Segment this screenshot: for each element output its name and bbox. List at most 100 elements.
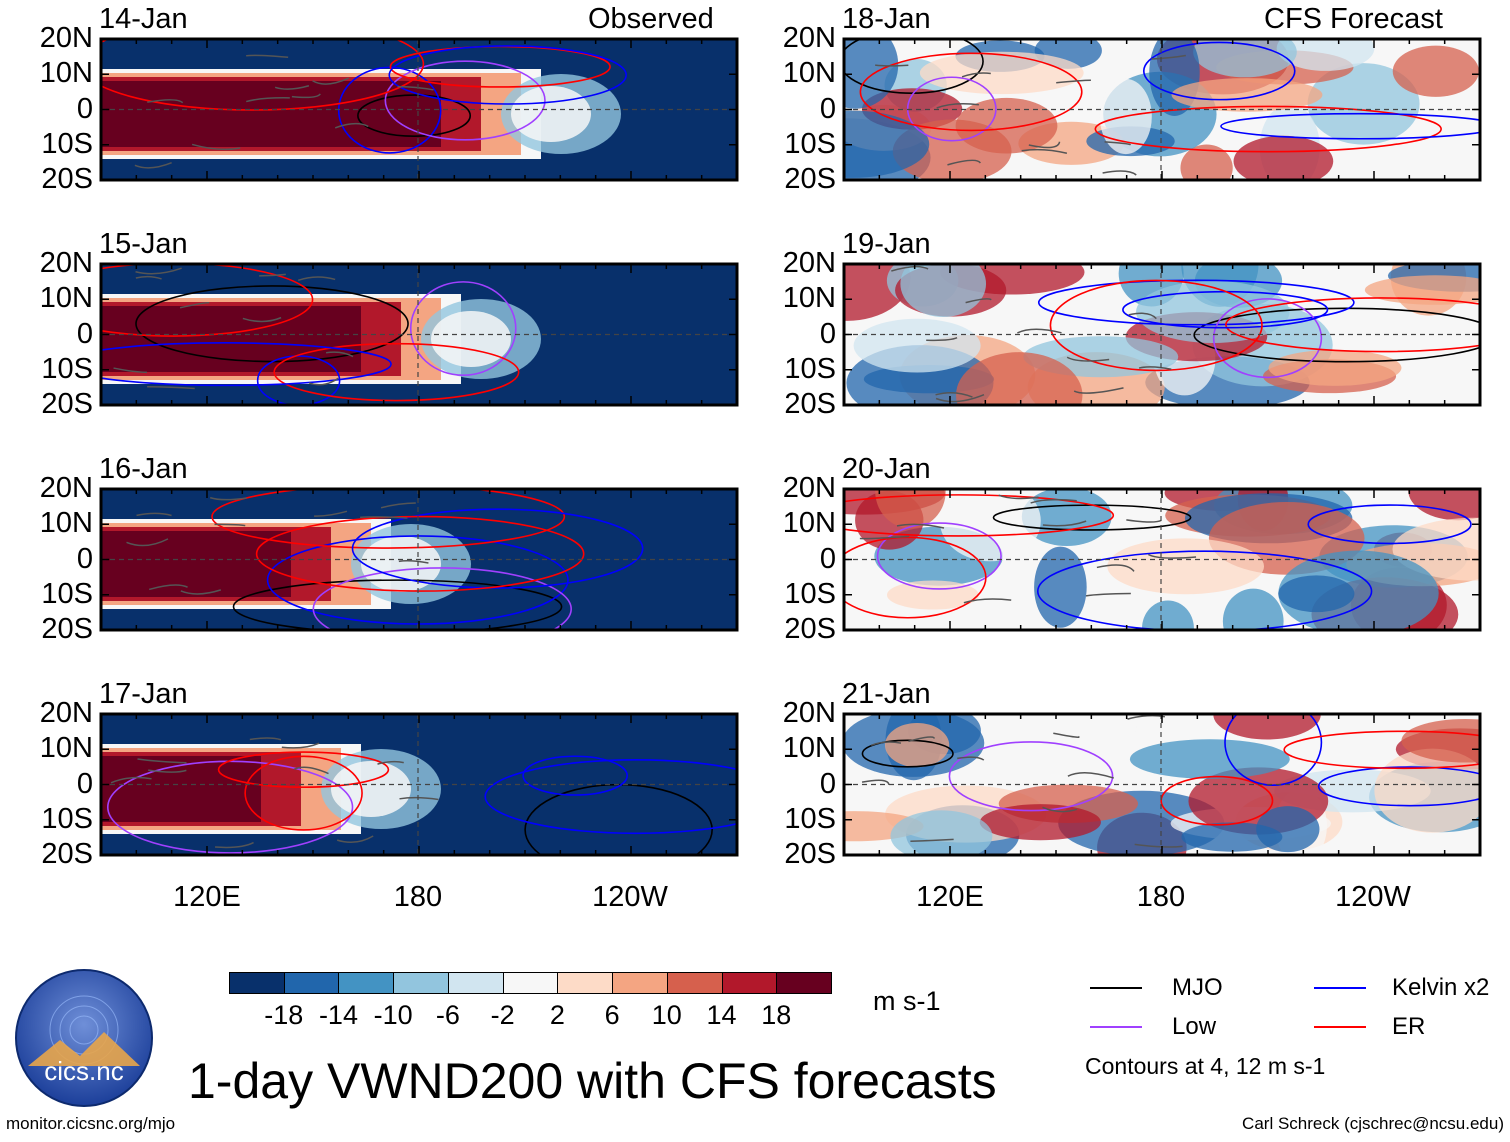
colorbar-label: -6 bbox=[435, 1000, 460, 1030]
legend-label-kelvin: Kelvin x2 bbox=[1392, 974, 1490, 1001]
lat-tick-10N: 10N bbox=[39, 57, 93, 90]
lat-tick-20S: 20S bbox=[784, 163, 836, 195]
cicsnc-logo: cics.nc bbox=[15, 969, 153, 1107]
map-panel-14-Jan bbox=[99, 37, 739, 182]
lat-tick-10S: 10S bbox=[784, 802, 836, 835]
lat-tick-20N: 20N bbox=[782, 472, 836, 504]
panel-date-15-Jan: 15-Jan bbox=[99, 228, 188, 260]
logo-text: cics.nc bbox=[44, 1056, 123, 1086]
panel-date-21-Jan: 21-Jan bbox=[842, 678, 931, 710]
lat-tick-0: 0 bbox=[76, 317, 93, 350]
colorbar-label: -18 bbox=[264, 1000, 304, 1030]
lon-tick-120W: 120W bbox=[592, 881, 668, 913]
legend-line-er bbox=[1314, 1026, 1366, 1028]
lat-tick-10S: 10S bbox=[784, 352, 836, 385]
lon-tick-120E: 120E bbox=[173, 881, 241, 913]
colorbar-label: 14 bbox=[706, 1000, 737, 1030]
lat-tick-20S: 20S bbox=[784, 838, 836, 870]
colorbar-label: -10 bbox=[373, 1000, 413, 1030]
map-panels bbox=[99, 37, 1482, 857]
lat-tick-20N: 20N bbox=[782, 697, 836, 729]
lat-tick-0: 0 bbox=[76, 92, 93, 125]
colorbar-swatch bbox=[502, 972, 559, 994]
panel-date-17-Jan: 17-Jan bbox=[99, 678, 188, 710]
colorbar-swatch bbox=[776, 972, 832, 994]
legend-line-kelvin bbox=[1314, 987, 1366, 989]
colorbar-swatch bbox=[229, 972, 285, 994]
lon-tick-120E: 120E bbox=[916, 881, 984, 913]
colorbar-swatch bbox=[557, 972, 614, 994]
panel-date-20-Jan: 20-Jan bbox=[842, 453, 931, 485]
lat-tick-0: 0 bbox=[819, 317, 836, 350]
lat-tick-0: 0 bbox=[76, 542, 93, 575]
colorbar-swatch bbox=[666, 972, 723, 994]
lat-tick-0: 0 bbox=[76, 767, 93, 800]
panel-date-18-Jan: 18-Jan bbox=[842, 3, 931, 35]
footer-credit: Carl Schreck (cjschrec@ncsu.edu) bbox=[1242, 1114, 1504, 1133]
lon-tick-180: 180 bbox=[393, 881, 443, 913]
map-panel-20-Jan bbox=[842, 487, 1482, 632]
header-forecast: CFS Forecast bbox=[1264, 3, 1443, 35]
panel-date-14-Jan: 14-Jan bbox=[99, 3, 188, 35]
lat-tick-10S: 10S bbox=[784, 127, 836, 160]
colorbar-label: -14 bbox=[318, 1000, 358, 1030]
lat-tick-10N: 10N bbox=[782, 507, 836, 540]
lat-tick-10N: 10N bbox=[39, 507, 93, 540]
lat-tick-10S: 10S bbox=[41, 577, 93, 610]
legend-label-mjo: MJO bbox=[1172, 974, 1223, 1001]
colorbar-label: 2 bbox=[549, 1000, 565, 1030]
lat-tick-20S: 20S bbox=[41, 838, 93, 870]
colorbar-swatch bbox=[338, 972, 395, 994]
map-panel-15-Jan bbox=[99, 262, 739, 407]
legend-label-er: ER bbox=[1392, 1013, 1426, 1040]
lat-tick-20N: 20N bbox=[782, 22, 836, 54]
legend-line-low bbox=[1090, 1026, 1142, 1028]
panel-date-16-Jan: 16-Jan bbox=[99, 453, 188, 485]
chart-title: 1-day VWND200 with CFS forecasts bbox=[188, 1053, 997, 1109]
lat-tick-10S: 10S bbox=[41, 127, 93, 160]
lat-tick-10N: 10N bbox=[39, 282, 93, 315]
lat-tick-20S: 20S bbox=[41, 388, 93, 420]
colorbar-swatch bbox=[447, 972, 504, 994]
lat-tick-20N: 20N bbox=[782, 247, 836, 279]
lon-tick-180: 180 bbox=[1136, 881, 1186, 913]
lat-tick-10N: 10N bbox=[782, 732, 836, 765]
colorbar-swatch bbox=[393, 972, 449, 994]
lat-tick-20S: 20S bbox=[784, 388, 836, 420]
colorbar-swatch bbox=[283, 972, 340, 994]
colorbar-unit: m s-1 bbox=[873, 986, 941, 1016]
lat-tick-10S: 10S bbox=[41, 802, 93, 835]
lat-tick-10N: 10N bbox=[782, 282, 836, 315]
map-panel-21-Jan bbox=[842, 712, 1482, 857]
colorbar-swatch bbox=[612, 972, 668, 994]
lat-tick-20S: 20S bbox=[784, 613, 836, 645]
map-panel-16-Jan bbox=[99, 487, 739, 632]
colorbar-label: -2 bbox=[490, 1000, 515, 1030]
lat-tick-10N: 10N bbox=[39, 732, 93, 765]
lat-tick-20N: 20N bbox=[39, 22, 93, 54]
lat-tick-20S: 20S bbox=[41, 163, 93, 195]
footer-url: monitor.cicsnc.org/mjo bbox=[6, 1114, 176, 1133]
lat-tick-20S: 20S bbox=[41, 613, 93, 645]
colorbar-label: 6 bbox=[604, 1000, 620, 1030]
map-panel-19-Jan bbox=[842, 262, 1482, 407]
colorbar-swatch bbox=[721, 972, 778, 994]
lat-tick-10N: 10N bbox=[782, 57, 836, 90]
colorbar-label: 10 bbox=[651, 1000, 682, 1030]
lat-tick-20N: 20N bbox=[39, 247, 93, 279]
lat-tick-20N: 20N bbox=[39, 697, 93, 729]
lat-tick-0: 0 bbox=[819, 92, 836, 125]
legend-label-low: Low bbox=[1172, 1013, 1217, 1040]
lat-tick-10S: 10S bbox=[41, 352, 93, 385]
panel-date-19-Jan: 19-Jan bbox=[842, 228, 931, 260]
map-panel-17-Jan bbox=[99, 712, 739, 857]
contours-note: Contours at 4, 12 m s-1 bbox=[1085, 1053, 1326, 1079]
lat-tick-10S: 10S bbox=[784, 577, 836, 610]
header-observed: Observed bbox=[588, 3, 714, 35]
legend-line-mjo bbox=[1090, 987, 1142, 989]
lon-tick-120W: 120W bbox=[1335, 881, 1411, 913]
lat-tick-20N: 20N bbox=[39, 472, 93, 504]
map-panel-18-Jan bbox=[842, 37, 1482, 182]
colorbar-label: 18 bbox=[761, 1000, 792, 1030]
lat-tick-0: 0 bbox=[819, 767, 836, 800]
